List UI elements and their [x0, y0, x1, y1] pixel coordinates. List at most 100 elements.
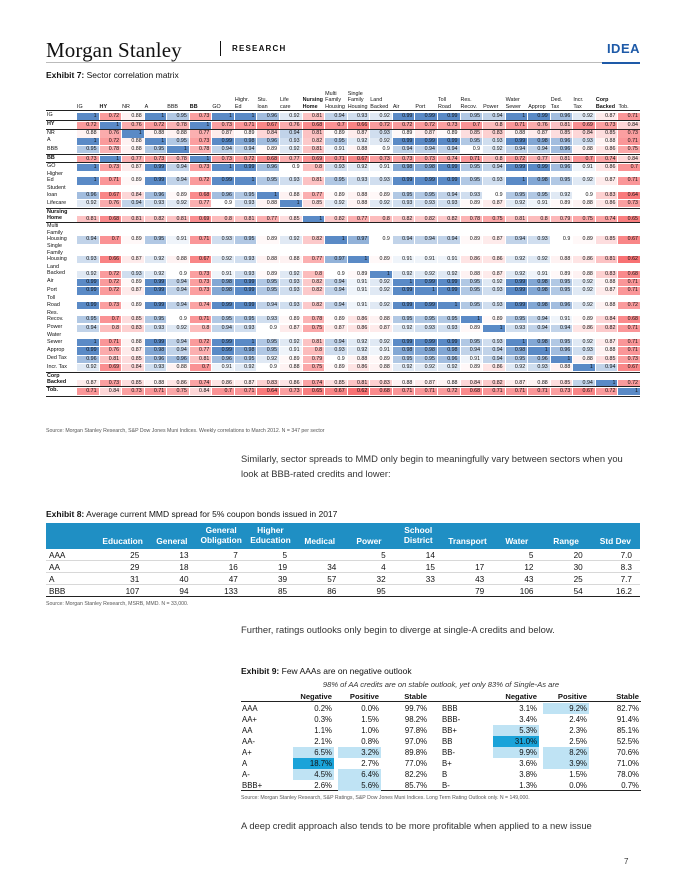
matrix-cell: 0.94 [437, 146, 460, 154]
mmd-cell: 106 [519, 587, 534, 596]
matrix-cell: 0.71 [99, 177, 122, 185]
matrix-cell: 0.88 [595, 301, 618, 309]
matrix-row: Power 0.94 0.8 0.83 0.93 0.92 0.8 0.94 0.93 0.9 0.… [46, 324, 640, 332]
matrix-col-header-line: BB [189, 103, 198, 110]
matrix-cell: 0.88 [257, 256, 280, 264]
matrix-cell: 0.86 [483, 256, 505, 264]
matrix-cell: 0.81 [302, 338, 325, 347]
outlook-cell: 70.6% [616, 748, 639, 757]
matrix-row-label-line: Port [47, 286, 57, 293]
matrix-cell: 0.89 [460, 364, 483, 372]
mmd-col-header-line: Power [356, 536, 382, 546]
outlook-cell: 71.0% [616, 759, 639, 768]
matrix-cell: 0.71 [189, 236, 212, 244]
outlook-cell: 97.0% [404, 737, 427, 746]
matrix-cell: 0.93 [483, 338, 505, 347]
matrix-row-label: Student loan [46, 185, 66, 198]
matrix-cell: 0.94 [550, 324, 573, 332]
mmd-col-header-line: Medical [304, 536, 336, 546]
outlook-cell: 2.7% [361, 759, 379, 768]
matrix-row-label-line: Home [47, 215, 62, 222]
matrix-cell: 0.88 [280, 256, 302, 264]
outlook-row: A- 4.5% 6.4% 82.2% B 3.8% 1.5% 78.0% [241, 769, 641, 780]
outlook-cell: 3.1% [519, 704, 537, 713]
matrix-cell: 0.85 [280, 215, 302, 223]
matrix-cell: 0.94 [167, 177, 189, 185]
mmd-cell: 12 [524, 563, 534, 572]
matrix-cell: 0.89 [573, 316, 595, 324]
page-number: 7 [624, 857, 629, 866]
matrix-cell: 0.8 [483, 121, 505, 130]
matrix-cell: 0.81 [505, 215, 528, 223]
matrix-row-label: GO [46, 163, 55, 169]
matrix-cell: 0.7 [618, 163, 640, 172]
matrix-cell: 0.69 [302, 155, 325, 163]
matrix-col-header-line: Recov. [460, 103, 477, 110]
outlook-cell: 0.0% [361, 704, 379, 713]
matrix-cell: 0.92 [437, 364, 460, 372]
outlook-row: AAA 0.2% 0.0% 99.7% BBB 3.1% 9.2% 82.7% [241, 703, 641, 714]
matrix-row-label-line: Recov. [47, 316, 64, 322]
matrix-cell: 0.76 [122, 121, 144, 130]
matrix-cell: 0.76 [99, 130, 122, 138]
matrix-cell: 1 [528, 347, 550, 355]
matrix-cell: 0.94 [234, 146, 257, 154]
matrix-cell: 0.95 [550, 177, 573, 185]
outlook-cell: 0.8% [361, 737, 379, 746]
matrix-cell: 0.95 [505, 191, 528, 199]
matrix-row-label-line: Single [47, 243, 62, 250]
mmd-col-header-line: Education [102, 536, 143, 546]
matrix-col-header-line: GO [212, 103, 221, 110]
matrix-cell: 1 [167, 146, 189, 154]
matrix-cell: 0.94 [595, 364, 618, 372]
outlook-cell: 98.2% [404, 715, 427, 724]
matrix-cell: 0.86 [167, 379, 189, 387]
matrix-cell: 0.92 [437, 270, 460, 278]
matrix-cell: 0.92 [347, 338, 370, 347]
matrix-cell: 0.88 [392, 379, 415, 387]
matrix-cell: 1 [550, 355, 573, 363]
matrix-cell: 0.78 [167, 155, 189, 163]
matrix-cell: 0.94 [528, 316, 550, 324]
matrix-cell: 0.99 [234, 278, 257, 287]
matrix-cell: 0.96 [144, 191, 167, 199]
outlook-cell: 2.4% [569, 715, 587, 724]
matrix-cell: 0.73 [189, 287, 212, 295]
matrix-cell: 1 [483, 324, 505, 332]
matrix-cell: 0.8 [528, 215, 550, 223]
matrix-cell: 0.9 [370, 146, 392, 154]
matrix-cell: 0.92 [144, 270, 167, 278]
matrix-cell: 0.85 [595, 130, 618, 138]
matrix-cell: 0.67 [189, 256, 212, 264]
matrix-row-label: Higher Ed [46, 171, 63, 184]
matrix-cell: 0.91 [325, 146, 347, 154]
matrix-cell: 0.87 [483, 200, 505, 208]
matrix-cell: 0.94 [325, 278, 347, 287]
matrix-cell: 0.76 [99, 200, 122, 208]
matrix-cell: 0.92 [550, 191, 573, 199]
outlook-col-header: Positive [557, 692, 587, 701]
matrix-col-header: GO [212, 104, 235, 110]
matrix-cell: 0.89 [370, 191, 392, 199]
matrix-col-header-line: IG [77, 103, 83, 110]
matrix-cell: 0.92 [257, 355, 280, 363]
matrix-cell: 0.88 [347, 146, 370, 154]
outlook-cell: 1.5% [569, 770, 587, 779]
exhibit7-title: Sector correlation matrix [86, 70, 179, 80]
matrix-cell: 0.9 [257, 324, 280, 332]
exhibit9-label: Exhibit 9: [241, 666, 280, 676]
matrix-row: Higher Ed 1 0.71 0.89 0.99 0.94 0.72 0.99 1 0.95 0.… [46, 171, 640, 185]
matrix-cell: 0.91 [347, 278, 370, 287]
mmd-col-header-line: General [156, 536, 188, 546]
matrix-cell: 0.94 [122, 200, 144, 208]
exhibit9-source: Source: Morgan Stanley Research, S&P Rat… [241, 795, 530, 801]
matrix-cell: 0.96 [212, 355, 234, 363]
matrix-cell: 0.73 [437, 121, 460, 130]
matrix-cell: 0.98 [528, 287, 550, 295]
matrix-cell: 0.91 [370, 347, 392, 355]
matrix-cell: 1 [505, 338, 528, 347]
matrix-cell: 0.92 [347, 163, 370, 172]
mmd-cell: 47 [228, 575, 238, 584]
matrix-cell: 0.85 [122, 355, 144, 363]
matrix-row-label-line: BB [47, 155, 55, 161]
